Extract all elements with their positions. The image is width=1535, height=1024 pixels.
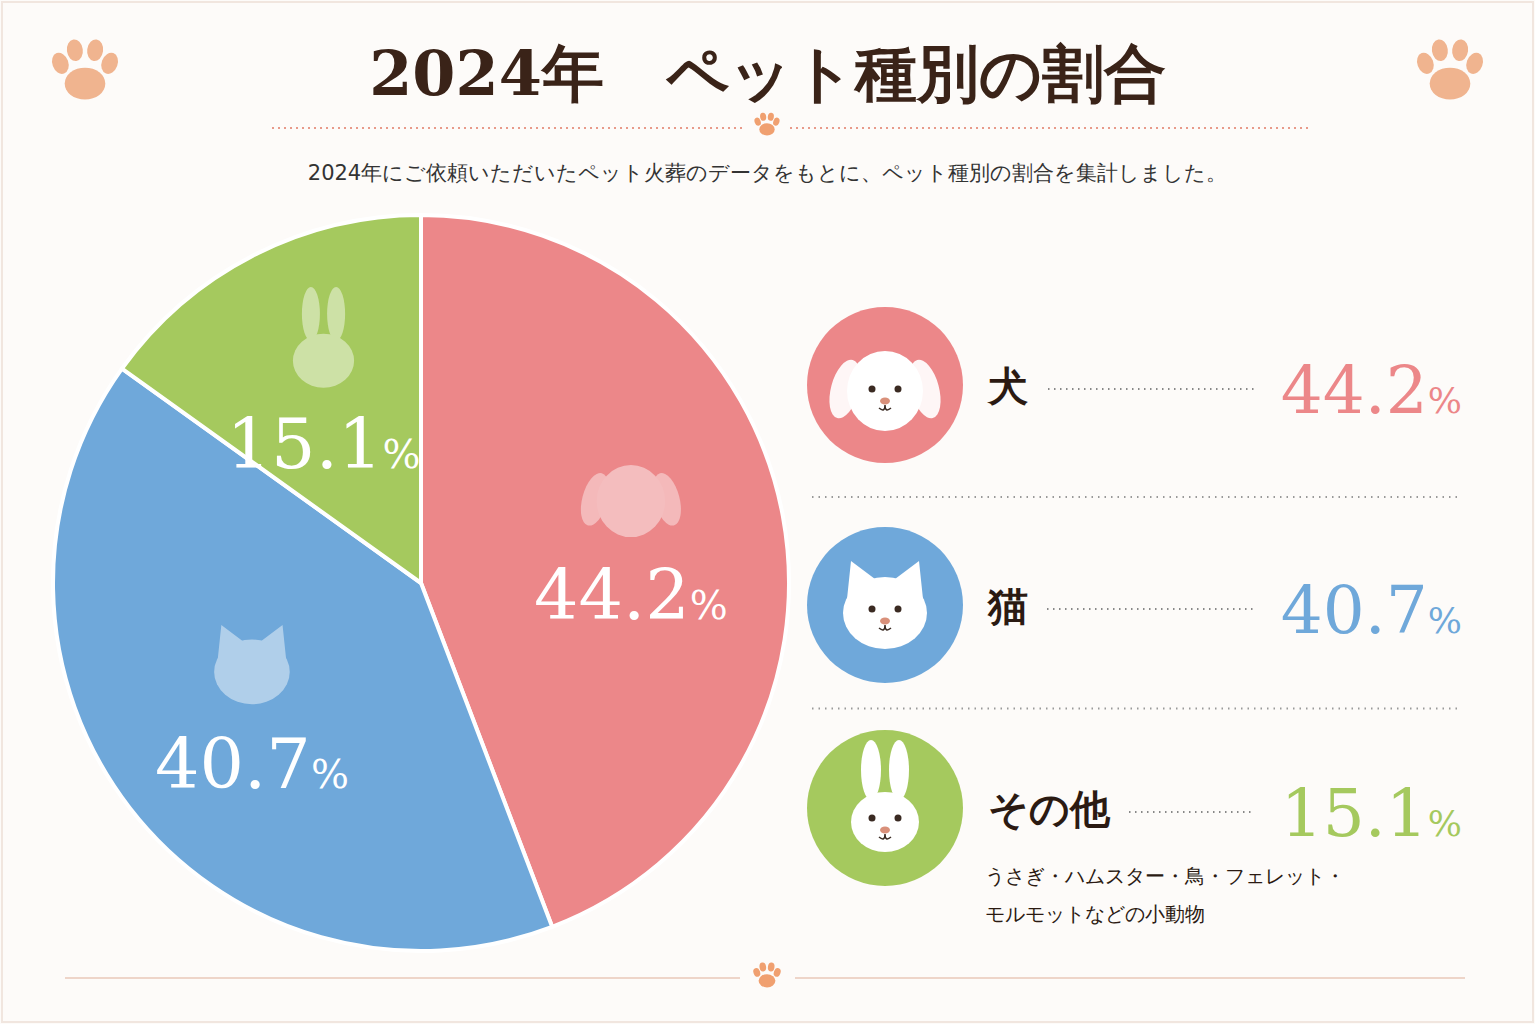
legend-label: 犬	[986, 363, 1028, 409]
paw-pad	[65, 68, 106, 100]
legend-value-number: 15.1	[1281, 775, 1428, 852]
paw-pad	[1430, 68, 1471, 100]
leader-line	[1047, 608, 1255, 610]
icon-part	[880, 398, 890, 405]
data-label-unit: %	[690, 582, 728, 628]
paw-toe	[772, 117, 781, 127]
legend-icon	[843, 561, 927, 649]
data-label: 44.2%	[534, 554, 728, 636]
slice-icon	[214, 625, 290, 704]
icon-part	[869, 606, 876, 613]
icon-part	[869, 386, 876, 393]
data-label-number: 40.7	[155, 723, 311, 805]
data-label: 15.1%	[227, 403, 421, 485]
paw-toe	[1451, 38, 1470, 62]
legend-value-unit: %	[1428, 803, 1462, 844]
annotation: うさぎ・ハムスター・鳥・フェレット・	[985, 864, 1345, 888]
paw-pad	[759, 974, 776, 987]
paw-toe	[65, 38, 84, 62]
legend-value-number: 44.2	[1281, 352, 1428, 429]
legend-value: 40.7%	[1281, 572, 1462, 649]
data-label-unit: %	[311, 751, 349, 797]
icon-part	[843, 577, 927, 649]
legend-value-number: 40.7	[1281, 572, 1428, 649]
paw-toe	[86, 38, 105, 62]
icon-part	[851, 792, 919, 852]
paw-toe	[767, 112, 774, 121]
icon-part	[869, 815, 876, 822]
icon-part	[302, 287, 320, 341]
paw-toe	[759, 962, 767, 972]
icon-part	[904, 356, 947, 421]
icon-part	[648, 470, 686, 529]
background	[2, 2, 1533, 1022]
paw-icon	[752, 962, 782, 987]
icon-part	[214, 639, 290, 704]
legend-icon	[824, 351, 947, 431]
pie: 44.2%40.7%15.1%	[53, 215, 789, 951]
paw-toe	[773, 967, 782, 978]
icon-part	[327, 287, 345, 341]
legend-icon	[851, 740, 919, 852]
divider	[790, 127, 1310, 129]
pie-slice	[122, 215, 421, 583]
data-label-number: 44.2	[534, 554, 690, 636]
divider	[795, 977, 1465, 979]
paw-icon	[753, 112, 780, 135]
slice-icon	[293, 287, 354, 388]
annotation: モルモットなどの小動物	[985, 902, 1205, 926]
divider	[272, 127, 745, 129]
icon-part	[880, 827, 890, 834]
legend-value-unit: %	[1428, 600, 1462, 641]
legend-value-unit: %	[1428, 380, 1462, 421]
slice-icon	[576, 465, 686, 537]
paw-toe	[1463, 50, 1485, 76]
legend-swatch	[807, 307, 963, 463]
title: 2024年 ペット種別の割合	[369, 37, 1166, 110]
data-label-number: 15.1	[227, 403, 383, 485]
chart: 2024年 ペット種別の割合 2024年にご依頼いただいたペット火葬のデータをもと…	[0, 0, 1535, 1024]
paw-icon	[49, 38, 121, 99]
legend-divider	[812, 496, 1462, 498]
data-label-unit: %	[382, 431, 420, 477]
icon-part	[879, 405, 891, 410]
icon-part	[895, 386, 902, 393]
paw-toe	[98, 50, 120, 76]
leader-line	[1129, 811, 1255, 813]
icon-part	[879, 625, 891, 630]
icon-part	[895, 606, 902, 613]
legend-label: 猫	[987, 583, 1028, 629]
icon-part	[889, 740, 909, 800]
legend-swatch	[807, 730, 963, 886]
icon-part	[879, 834, 891, 839]
legend-value: 15.1%	[1281, 775, 1462, 852]
paw-toe	[1430, 38, 1449, 62]
legend-divider	[812, 708, 1462, 710]
divider	[65, 977, 740, 979]
icon-part	[576, 470, 614, 529]
icon-part	[895, 815, 902, 822]
legend-swatch	[807, 527, 963, 683]
pie-slice	[53, 369, 552, 951]
icon-part	[293, 334, 354, 388]
leader-line	[1048, 388, 1255, 390]
icon-part	[880, 618, 890, 625]
legend-label: その他	[988, 786, 1111, 832]
data-label: 40.7%	[155, 723, 349, 805]
icon-part	[861, 740, 881, 800]
paw-toe	[767, 962, 775, 972]
paw-pad	[759, 123, 774, 135]
paw-toe	[760, 112, 767, 121]
subtitle: 2024年にご依頼いただいたペット火葬のデータをもとに、ペット種別の割合を集計し…	[308, 161, 1227, 185]
icon-part	[824, 356, 867, 421]
paw-icon	[1414, 38, 1486, 99]
legend-value: 44.2%	[1281, 352, 1462, 429]
